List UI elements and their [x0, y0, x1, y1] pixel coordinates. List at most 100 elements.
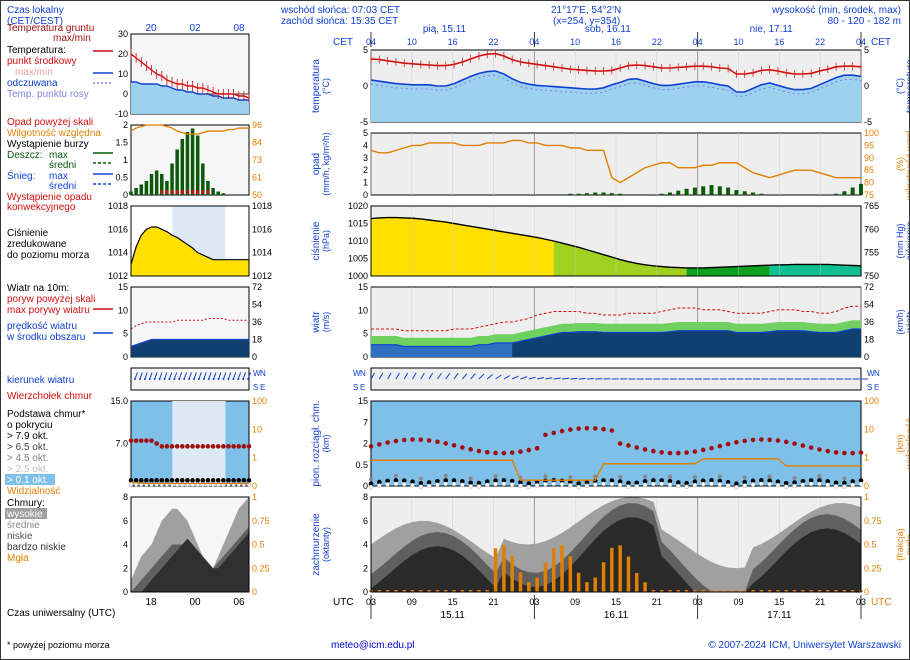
- svg-text:84: 84: [252, 138, 262, 148]
- svg-text:średnie: średnie: [7, 520, 40, 531]
- svg-text:18: 18: [252, 335, 262, 345]
- svg-text:Śnieg:: Śnieg:: [7, 169, 35, 182]
- svg-text:(°C): (°C): [321, 78, 331, 94]
- svg-text:5: 5: [864, 45, 869, 55]
- svg-text:22: 22: [652, 37, 662, 47]
- svg-text:10: 10: [733, 37, 743, 47]
- svg-text:36: 36: [252, 317, 262, 327]
- svg-text:średni: średni: [49, 181, 76, 192]
- wys-label: wysokość (min, środek, max): [772, 5, 901, 16]
- svg-text:1018: 1018: [252, 201, 272, 211]
- svg-text:09: 09: [570, 597, 580, 607]
- svg-text:1: 1: [123, 155, 128, 165]
- svg-text:0.25: 0.25: [252, 563, 270, 573]
- svg-text:0: 0: [864, 481, 869, 491]
- svg-text:max porywy wiatru: max porywy wiatru: [7, 305, 90, 316]
- svg-text:0: 0: [864, 352, 869, 362]
- svg-text:1: 1: [864, 453, 869, 463]
- svg-text:ciśnienie: ciśnienie: [905, 221, 909, 260]
- svg-text:odczuwana: odczuwana: [7, 78, 58, 89]
- svg-text:0: 0: [363, 587, 368, 597]
- czas-lokalny-label: Czas lokalny: [7, 5, 64, 16]
- meteogram-root: Temperatura gruntumax/minTemperatura:pun…: [0, 0, 910, 660]
- svg-text:5: 5: [363, 329, 368, 339]
- svg-text:0: 0: [363, 481, 368, 491]
- svg-text:760: 760: [864, 224, 879, 234]
- svg-text:5: 5: [123, 329, 128, 339]
- svg-text:16: 16: [611, 37, 621, 47]
- svg-text:80: 80: [864, 178, 874, 188]
- svg-text:18: 18: [864, 335, 874, 345]
- svg-text:15: 15: [358, 282, 368, 292]
- svg-text:100: 100: [252, 396, 267, 406]
- chart-svg: Temperatura gruntumax/minTemperatura:pun…: [1, 1, 909, 659]
- svg-text:1012: 1012: [252, 271, 272, 281]
- footnote: * powyżej poziomu morza: [7, 640, 110, 650]
- svg-text:17.11: 17.11: [767, 610, 792, 621]
- svg-text:7.0: 7.0: [115, 439, 128, 449]
- svg-text:2: 2: [363, 439, 368, 449]
- svg-text:mgła: mgła: [905, 533, 909, 555]
- svg-text:UTC: UTC: [333, 597, 354, 608]
- svg-text:kierunek wiatru: kierunek wiatru: [7, 375, 74, 386]
- svg-text:08: 08: [233, 23, 245, 34]
- svg-text:0: 0: [252, 587, 257, 597]
- svg-text:765: 765: [864, 201, 879, 211]
- svg-text:6: 6: [363, 516, 368, 526]
- grid-label: (x=254, y=354): [553, 16, 620, 27]
- svg-text:09: 09: [407, 597, 417, 607]
- svg-text:61: 61: [252, 173, 262, 183]
- svg-text:96: 96: [252, 120, 262, 130]
- svg-text:2: 2: [363, 165, 368, 175]
- svg-text:> 0.1 okt.: > 0.1 okt.: [7, 475, 48, 486]
- svg-text:1016: 1016: [108, 224, 128, 234]
- svg-text:1020: 1020: [348, 201, 368, 211]
- svg-text:54: 54: [864, 300, 874, 310]
- svg-text:85: 85: [864, 165, 874, 175]
- svg-text:N: N: [874, 369, 880, 378]
- svg-text:6: 6: [123, 516, 128, 526]
- svg-text:(oktanty): (oktanty): [321, 527, 331, 562]
- svg-text:10: 10: [252, 424, 262, 434]
- svg-text:do poziomu morza: do poziomu morza: [7, 250, 90, 261]
- svg-text:1010: 1010: [348, 236, 368, 246]
- email-link[interactable]: meteo@icm.edu.pl: [331, 640, 415, 651]
- svg-text:0.5: 0.5: [252, 540, 265, 550]
- svg-text:niskie: niskie: [7, 531, 33, 542]
- svg-text:8: 8: [123, 492, 128, 502]
- svg-text:0: 0: [864, 81, 869, 91]
- svg-text:54: 54: [252, 300, 262, 310]
- svg-text:22: 22: [488, 37, 498, 47]
- zachod-label: zachód słońca: 15:35 CET: [281, 16, 398, 27]
- svg-text:00: 00: [189, 597, 201, 608]
- svg-text:Czas uniwersalny (UTC): Czas uniwersalny (UTC): [7, 608, 115, 619]
- svg-text:max/min: max/min: [53, 33, 91, 44]
- svg-text:15: 15: [774, 597, 784, 607]
- svg-text:UTC: UTC: [871, 597, 892, 608]
- svg-text:N: N: [260, 369, 266, 378]
- svg-text:1015: 1015: [348, 219, 368, 229]
- svg-text:konwekcyjnego: konwekcyjnego: [7, 202, 76, 213]
- svg-text:0: 0: [123, 352, 128, 362]
- svg-text:-10: -10: [115, 109, 128, 119]
- svg-text:1: 1: [363, 178, 368, 188]
- coords-label: 21°17'E, 54°2'N: [551, 5, 621, 16]
- svg-text:(%): (%): [895, 157, 905, 171]
- svg-text:Temp. punktu rosy: Temp. punktu rosy: [7, 89, 89, 100]
- svg-text:> 6.5 okt.: > 6.5 okt.: [7, 442, 48, 453]
- svg-text:1: 1: [252, 453, 257, 463]
- svg-text:18: 18: [145, 597, 157, 608]
- svg-text:Temperatura:: Temperatura:: [7, 45, 66, 56]
- svg-text:2: 2: [123, 563, 128, 573]
- svg-text:5: 5: [363, 128, 368, 138]
- svg-text:21: 21: [815, 597, 825, 607]
- svg-text:72: 72: [864, 282, 874, 292]
- svg-text:Wierzchołek chmur: Wierzchołek chmur: [7, 391, 93, 402]
- svg-text:1014: 1014: [252, 248, 272, 258]
- svg-text:N: N: [360, 369, 366, 378]
- svg-text:-5: -5: [360, 117, 368, 127]
- svg-text:15: 15: [448, 597, 458, 607]
- svg-text:(mm/h, kg/m²/h): (mm/h, kg/m²/h): [321, 132, 331, 196]
- svg-text:poryw powyżej skali: poryw powyżej skali: [7, 294, 95, 305]
- svg-text:temperatura: temperatura: [905, 59, 909, 113]
